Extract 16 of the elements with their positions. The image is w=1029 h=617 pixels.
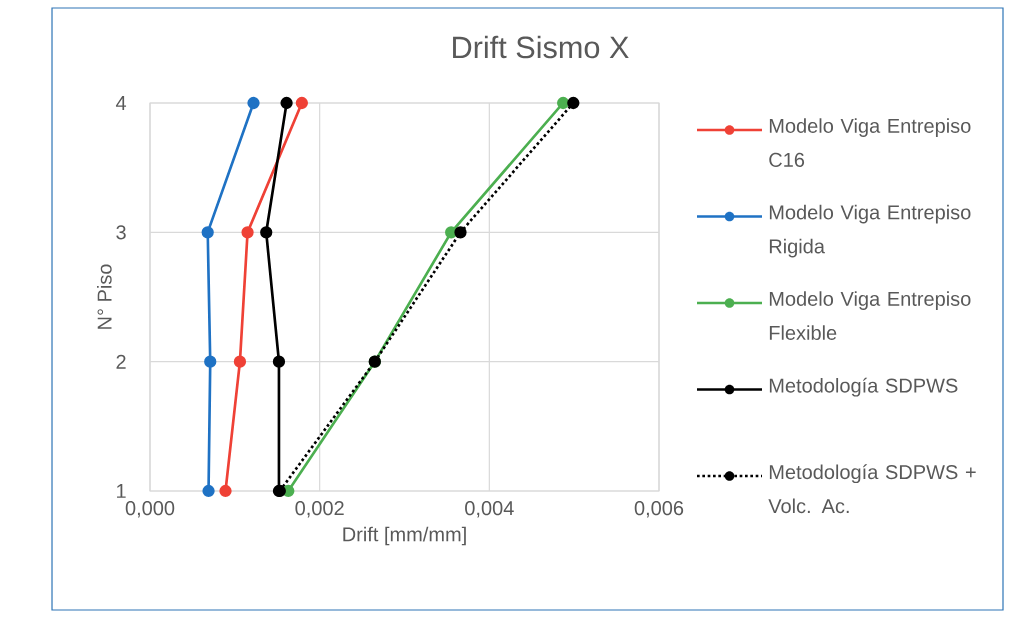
y-tick-label: 3 — [116, 225, 126, 240]
x-tick-label: 0,004 — [465, 501, 514, 518]
legend-label: Metodología SDPWS + Volc. Ac. — [768, 464, 976, 514]
x-tick-label: 0,006 — [634, 501, 684, 518]
y-tick-label: 2 — [116, 354, 126, 369]
y-axis-title: N° Piso — [97, 264, 112, 329]
y-tick-label: 4 — [115, 96, 127, 110]
chart-title: Drift Sismo X — [453, 35, 629, 59]
x-axis-title: Drift [mm/mm] — [343, 526, 466, 546]
legend-label: Metodología SDPWS — [769, 377, 958, 397]
legend-label: Modelo Viga Entrepiso Rigida — [769, 204, 971, 258]
legend-label: Modelo Viga Entrepiso C16 — [769, 118, 971, 167]
x-tick-label: 0,002 — [295, 501, 344, 518]
x-tick-label: 0,000 — [125, 501, 175, 518]
y-tick-label: 1 — [117, 484, 126, 498]
legend-label: Modelo Viga Entrepiso Flexible — [769, 291, 971, 340]
